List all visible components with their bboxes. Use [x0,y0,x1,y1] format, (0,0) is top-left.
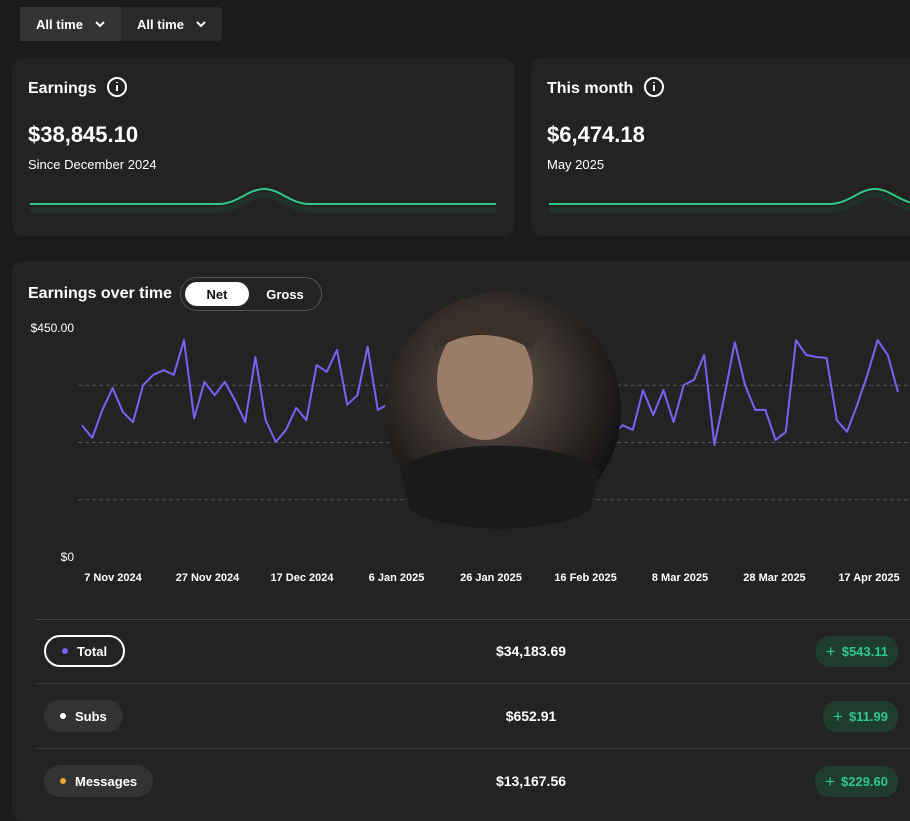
x-tick-label: 8 Mar 2025 [652,572,708,584]
earnings-card: Earnings $38,845.10 Since December 2024 [12,58,515,236]
sparkline [549,187,910,213]
divider [36,683,910,684]
line-chart: $450.00 $0 7 Nov 2024 27 Nov 2024 17 Dec 202… [31,292,910,584]
info-icon[interactable] [106,76,128,98]
x-tick-label: 16 Feb 2025 [554,572,616,584]
card-sub: May 2025 [547,157,605,172]
change: $543.11 [841,644,888,659]
filter-label: All time [137,16,184,32]
dot [60,778,66,784]
filter-label: All time [36,16,83,32]
x-tick-label: 26 Jan 2025 [460,572,522,584]
month-card: This month $6,474.18 May 2025 [531,58,910,236]
label: Messages [75,773,138,789]
row-value: $34,183.69 [495,643,567,659]
card-value: $6,474.18 [547,122,645,147]
row-change: + $543.11 [815,636,898,667]
x-tick-label: 28 Mar 2025 [743,572,805,584]
x-tick-label: 27 Nov 2024 [176,572,240,584]
label: Total [77,643,108,659]
change: $229.60 [841,774,888,789]
chart-title: Earnings over time [28,285,173,302]
x-tick-label: 17 Apr 2025 [838,572,899,584]
filter-bar: All time All time [20,7,222,41]
plus-icon: + [825,641,836,661]
filter[interactable]: All time [20,7,121,41]
filter[interactable]: All time [121,7,222,41]
dot [62,648,68,654]
chevron [95,20,105,27]
row-value: $652.91 [505,708,557,724]
toggle-gross[interactable]: Gross [266,286,304,302]
page: All time All time Earnings $38,845.10 Si… [12,7,910,797]
info-icon[interactable] [643,76,665,98]
webcam-avatar [385,292,621,529]
card-sub: Since December 2024 [28,157,157,172]
plus-icon: + [825,771,835,791]
card-value: $38,845.10 [28,122,139,147]
card-title: This month [547,80,634,97]
sparkline [30,187,496,213]
row-change: + $229.60 [815,766,898,797]
x-tick-label: 6 Jan 2025 [369,572,425,584]
divider [36,748,910,749]
x-tick-label: 7 Nov 2024 [84,572,142,584]
chevron [196,20,206,27]
toggle-net[interactable]: Net [185,282,249,306]
plus-icon: + [833,706,843,726]
row-label[interactable]: Subs [44,700,123,732]
card-title: Earnings [28,80,97,97]
toggle: Net Gross [180,277,322,311]
change: $11.99 [848,709,888,724]
y-tick-label: $0 [61,550,75,564]
row-label[interactable]: Messages [44,765,154,797]
row-value: $13,167.56 [495,773,567,789]
row-change: + $11.99 [823,701,898,732]
y-tick-label: $450.00 [31,321,75,335]
label: Subs [75,708,107,724]
row-label[interactable]: Total [44,635,126,667]
x-tick-label: 17 Dec 2024 [271,572,335,584]
divider [36,619,910,620]
dot [60,713,66,719]
